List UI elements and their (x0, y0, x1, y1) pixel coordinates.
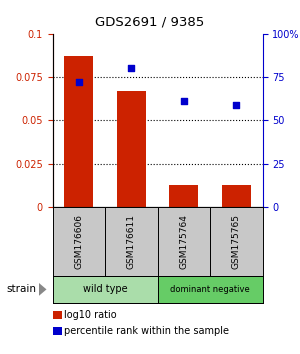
Point (182, 98, 186, 104)
Point (76, 79, 81, 85)
Bar (105, 207, 158, 276)
Text: GDS2691 / 9385: GDS2691 / 9385 (95, 16, 205, 29)
Polygon shape (39, 283, 46, 296)
Text: percentile rank within the sample: percentile rank within the sample (64, 326, 230, 336)
Text: GSM176606: GSM176606 (74, 214, 83, 269)
Bar (158, 276, 262, 303)
Bar (222, 184, 251, 207)
Point (129, 65, 134, 71)
Text: dominant negative: dominant negative (170, 285, 250, 294)
Bar (64, 56, 93, 207)
Bar (158, 207, 210, 276)
Bar (169, 184, 198, 207)
Point (234, 102, 239, 108)
Text: GSM175765: GSM175765 (232, 214, 241, 269)
Text: wild type: wild type (83, 284, 127, 295)
Text: GSM175764: GSM175764 (179, 214, 188, 269)
Text: GSM176611: GSM176611 (127, 214, 136, 269)
Bar (52, 207, 105, 276)
Bar (210, 207, 262, 276)
Bar (117, 91, 146, 207)
Bar (52, 276, 158, 303)
Text: strain: strain (6, 284, 36, 295)
Text: log10 ratio: log10 ratio (64, 310, 117, 320)
